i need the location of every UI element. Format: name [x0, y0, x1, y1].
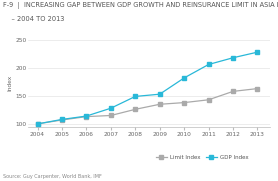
Legend: Limit Index, GDP Index: Limit Index, GDP Index	[153, 153, 250, 162]
Y-axis label: Index: Index	[8, 75, 13, 91]
Text: F-9  |  INCREASING GAP BETWEEN GDP GROWTH AND REINSURANCE LIMIT IN ASIA PACIFIC: F-9 | INCREASING GAP BETWEEN GDP GROWTH …	[3, 2, 278, 9]
Text: – 2004 TO 2013: – 2004 TO 2013	[3, 16, 64, 22]
Text: Source: Guy Carpenter, World Bank, IMF: Source: Guy Carpenter, World Bank, IMF	[3, 174, 101, 179]
